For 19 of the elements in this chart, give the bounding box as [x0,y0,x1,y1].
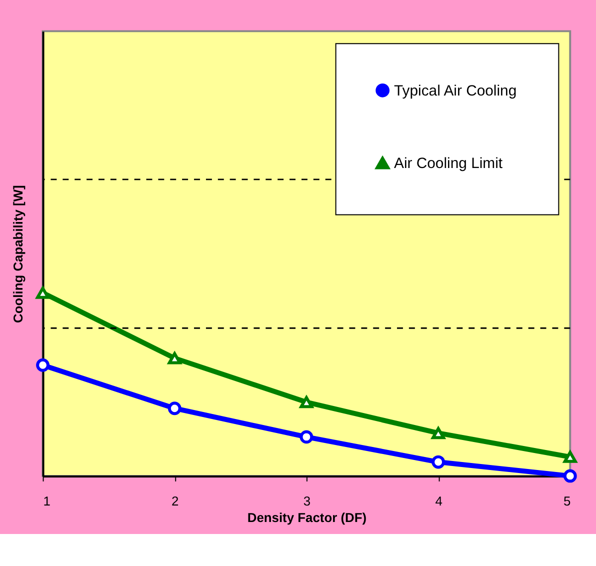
point [168,402,182,416]
x-axis-title: Density Factor (DF) [247,510,367,526]
point [300,430,314,444]
point [432,455,446,469]
x-tick-label: 1 [43,493,50,508]
x-tick-label: 5 [563,493,571,508]
point [36,286,50,299]
x-tick-label: 2 [172,493,179,508]
point [563,450,577,463]
point [168,352,182,364]
legend-label: Typical Air Cooling [394,82,517,100]
x-tick-label: 3 [303,493,311,508]
y-axis-title: Cooling Capability [W] [10,185,26,323]
point [563,469,577,483]
x-tick-label: 4 [435,493,442,508]
legend-label: Air Cooling Limit [394,155,504,172]
point [300,396,314,408]
point [36,358,50,372]
point [432,427,446,440]
